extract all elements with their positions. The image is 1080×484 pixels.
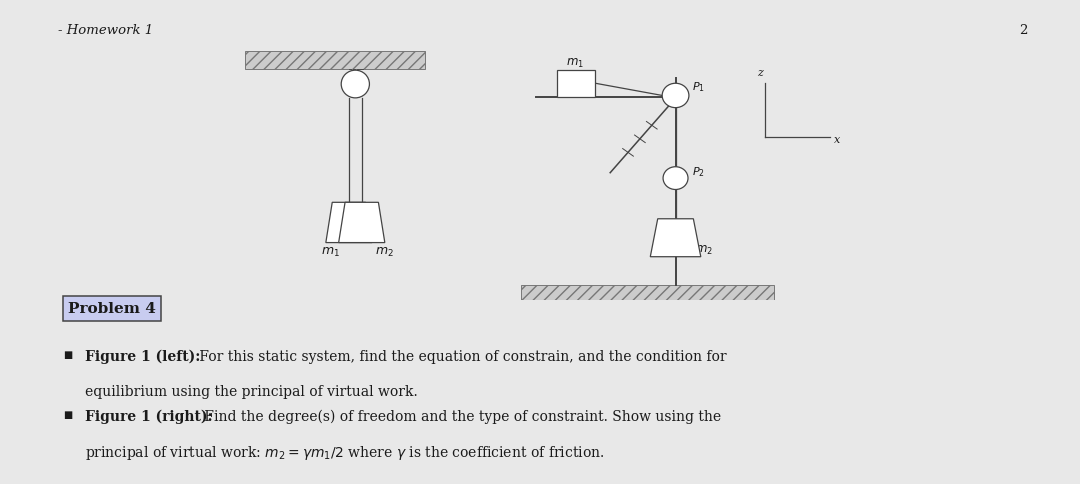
Text: Figure 1 (left):: Figure 1 (left): [85,350,201,364]
Bar [245,51,424,69]
Text: ■: ■ [63,410,72,420]
Text: $m_1$: $m_1$ [321,246,339,259]
Circle shape [663,166,688,190]
Circle shape [662,83,689,107]
Text: Find the degree(s) of freedom and the type of constraint. Show using the: Find the degree(s) of freedom and the ty… [201,410,721,424]
Polygon shape [650,219,701,257]
Polygon shape [339,202,384,242]
Polygon shape [326,202,372,242]
Text: - Homework 1: - Homework 1 [58,24,153,37]
Text: $m_1$: $m_1$ [566,57,583,70]
Text: $P_1$: $P_1$ [692,80,705,94]
Text: Problem 4: Problem 4 [68,302,156,316]
Text: x: x [835,135,840,145]
Circle shape [341,70,369,98]
Bar [522,285,773,300]
Text: For this static system, find the equation of constrain, and the condition for: For this static system, find the equatio… [195,350,727,364]
Text: Figure 1 (right):: Figure 1 (right): [85,410,213,424]
Text: z: z [757,68,764,78]
Text: $P_2$: $P_2$ [692,166,705,179]
Text: equilibrium using the principal of virtual work.: equilibrium using the principal of virtu… [85,384,418,398]
Text: ■: ■ [63,350,72,360]
Text: $m_2$: $m_2$ [375,246,393,259]
Bar [557,70,595,97]
Text: $m_2$: $m_2$ [694,243,713,257]
Text: principal of virtual work: $m_2 = \gamma m_1/2$ where $\gamma$ is the coefficien: principal of virtual work: $m_2 = \gamma… [85,444,605,462]
Text: 2: 2 [1018,24,1027,37]
